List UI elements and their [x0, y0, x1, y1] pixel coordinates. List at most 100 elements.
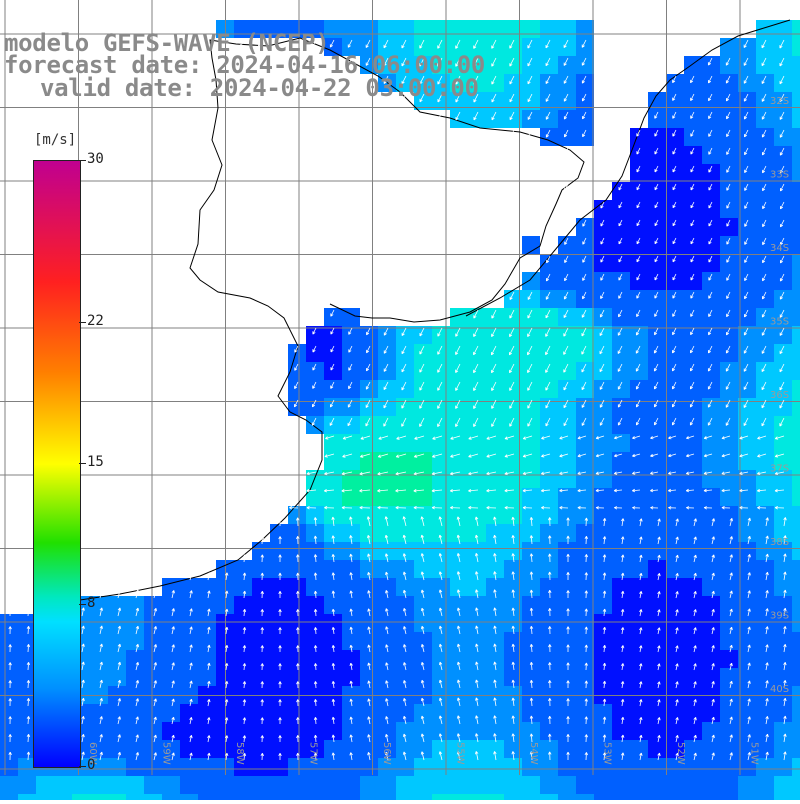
wind-arrow	[331, 752, 336, 761]
wind-arrow	[493, 751, 497, 761]
wind-arrow	[559, 435, 569, 440]
wind-arrow	[419, 363, 425, 373]
wind-arrow	[672, 183, 677, 191]
wind-speed-cell	[468, 416, 486, 434]
wind-speed-cell	[738, 146, 756, 164]
wind-speed-cell	[522, 380, 540, 398]
wind-arrow	[639, 627, 643, 635]
wind-speed-cell	[612, 308, 630, 326]
wind-speed-cell	[342, 416, 360, 434]
wind-arrow	[420, 679, 425, 689]
wind-speed-cell	[576, 218, 594, 236]
wind-arrow	[639, 717, 643, 725]
wind-arrow	[330, 345, 335, 353]
wind-speed-cell	[720, 272, 738, 290]
wind-arrow	[599, 399, 605, 408]
wind-speed-cell	[612, 668, 630, 686]
wind-arrow	[636, 309, 641, 318]
wind-speed-cell	[504, 74, 522, 92]
wind-speed-cell	[738, 596, 756, 614]
wind-speed-cell	[432, 326, 450, 344]
wind-speed-cell	[378, 740, 396, 758]
wind-arrow	[385, 644, 389, 653]
wind-speed-cell	[486, 416, 504, 434]
wind-arrow	[135, 607, 140, 617]
wind-speed-cell	[684, 254, 702, 272]
wind-speed-cell	[594, 722, 612, 740]
wind-speed-cell	[630, 650, 648, 668]
wind-arrow	[491, 327, 497, 338]
wind-speed-cell	[558, 488, 576, 506]
wind-speed-cell	[594, 668, 612, 686]
wind-arrow	[761, 309, 767, 318]
wind-arrow	[726, 255, 731, 263]
wind-arrow	[657, 717, 661, 725]
wind-speed-cell	[144, 794, 162, 804]
wind-arrow	[455, 93, 461, 103]
wind-arrow	[747, 680, 751, 689]
wind-speed-cell	[288, 758, 306, 776]
wind-arrow	[762, 183, 767, 192]
wind-arrow	[527, 93, 533, 103]
wind-arrow	[313, 752, 318, 761]
wind-speed-cell	[450, 380, 468, 398]
wind-arrow	[365, 57, 371, 66]
wind-arrow	[726, 183, 731, 191]
wind-arrow	[438, 733, 443, 743]
wind-arrow	[729, 608, 733, 617]
wind-arrow	[618, 273, 623, 281]
wind-speed-cell	[468, 38, 486, 56]
wind-speed-cell	[558, 614, 576, 632]
wind-speed-cell	[684, 776, 702, 794]
wind-arrow	[657, 554, 661, 563]
wind-speed-cell	[666, 704, 684, 722]
colorbar-tick-label: 30	[87, 151, 104, 167]
wind-arrow	[171, 626, 175, 635]
wind-arrow	[708, 327, 713, 336]
wind-speed-cell	[702, 344, 720, 362]
wind-arrow	[438, 553, 443, 563]
wind-speed-cell	[612, 218, 630, 236]
wind-speed-cell	[792, 74, 800, 92]
wind-arrow	[278, 699, 282, 707]
wind-arrow	[189, 644, 193, 653]
wind-arrow	[349, 752, 353, 761]
wind-arrow	[529, 679, 534, 689]
wind-arrow	[455, 399, 461, 409]
wind-speed-cell	[108, 668, 126, 686]
wind-arrow	[278, 517, 282, 527]
wind-arrow	[690, 147, 695, 155]
wind-arrow	[296, 609, 300, 617]
wind-arrow	[708, 273, 713, 281]
wind-speed-cell	[414, 776, 432, 794]
wind-arrow	[690, 327, 695, 336]
wind-speed-cell	[378, 524, 396, 542]
wind-arrow	[602, 572, 607, 581]
wind-arrow	[401, 381, 407, 391]
wind-speed-cell	[504, 416, 522, 434]
wind-arrow	[761, 39, 767, 49]
wind-arrow	[511, 751, 515, 761]
wind-arrow	[602, 644, 607, 653]
wind-arrow	[324, 505, 335, 510]
wind-arrow	[618, 291, 623, 299]
colorbar-tick-mark	[79, 463, 86, 464]
wind-arrow	[312, 363, 317, 371]
wind-arrow	[413, 489, 425, 493]
wind-speed-cell	[756, 542, 774, 560]
wind-speed-cell	[594, 524, 612, 542]
wind-speed-cell	[774, 308, 792, 326]
wind-arrow	[473, 39, 479, 49]
wind-speed-cell	[432, 398, 450, 416]
wind-speed-cell	[558, 524, 576, 542]
wind-arrow	[171, 608, 175, 617]
wind-speed-cell	[126, 614, 144, 632]
wind-arrow	[224, 699, 229, 707]
wind-arrow	[207, 572, 211, 581]
wind-speed-cell	[162, 650, 180, 668]
wind-arrow	[384, 516, 389, 527]
wind-speed-cell	[774, 272, 792, 290]
wind-arrow	[296, 735, 300, 743]
wind-arrow	[511, 589, 515, 599]
